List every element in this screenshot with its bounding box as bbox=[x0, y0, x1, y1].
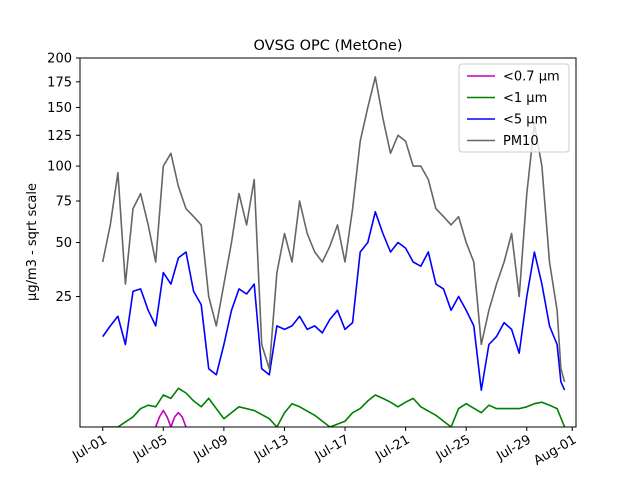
y-tick-label: 50 bbox=[55, 236, 72, 251]
y-tick-label: 200 bbox=[47, 52, 72, 67]
y-tick-label: 75 bbox=[55, 195, 72, 210]
legend-label: <1 µm bbox=[503, 91, 547, 106]
chart-title: OVSG OPC (MetOne) bbox=[254, 38, 403, 54]
series-line-2 bbox=[102, 211, 566, 391]
y-axis-label: µg/m3 - sqrt scale bbox=[25, 183, 40, 301]
series-layer bbox=[101, 76, 566, 427]
y-tick-label: 150 bbox=[47, 101, 72, 116]
y-tick-label: 25 bbox=[55, 290, 72, 305]
y-tick-label: 175 bbox=[47, 75, 72, 90]
series-line-0 bbox=[154, 409, 187, 427]
y-tick-label: 125 bbox=[47, 129, 72, 144]
legend-box bbox=[458, 63, 570, 153]
legend-label: PM10 bbox=[503, 134, 539, 149]
y-tick-label: 100 bbox=[47, 160, 72, 175]
series-line-1 bbox=[102, 387, 566, 427]
legend-label: <0.7 µm bbox=[503, 70, 560, 85]
legend: <0.7 µm <1 µm <5 µm PM10 bbox=[458, 63, 570, 153]
legend-label: <5 µm bbox=[503, 113, 547, 128]
series-line-3 bbox=[101, 76, 566, 383]
